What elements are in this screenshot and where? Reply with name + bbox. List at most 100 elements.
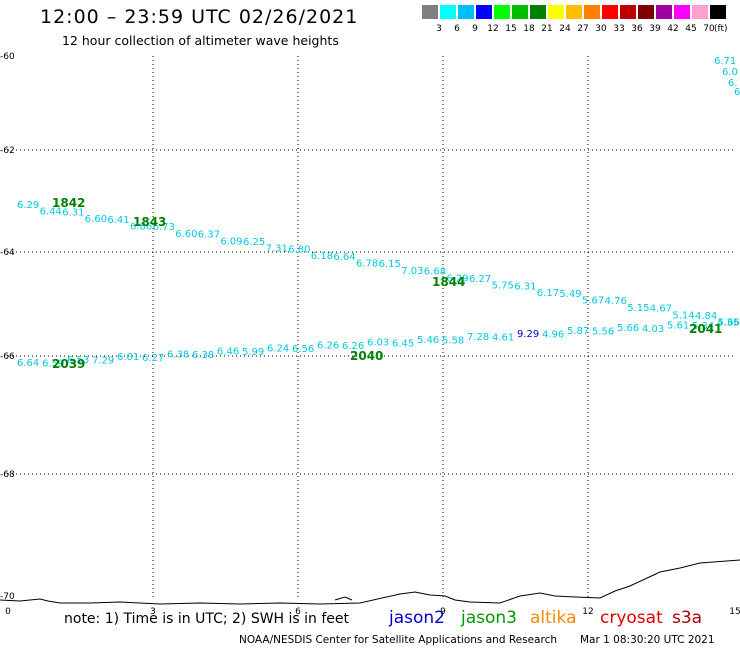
- legend-swatch: [494, 5, 510, 19]
- legend-label: 24: [559, 24, 571, 34]
- wave-height-label: 6.25: [243, 237, 265, 248]
- wave-height-label: 6.44: [40, 207, 62, 218]
- satellite-name-altika: altika: [530, 608, 577, 628]
- wave-height-label: 6.59: [42, 359, 64, 370]
- wave-height-label: 4.67: [650, 304, 672, 315]
- wave-height-label: 6.24: [267, 344, 289, 355]
- wave-height-label: 6.0: [722, 67, 738, 78]
- wave-height-label: 6.15: [379, 259, 401, 270]
- wave-height-label: 6.46: [217, 346, 239, 357]
- y-tick-label: -66: [0, 352, 15, 362]
- legend-swatch: [710, 5, 726, 19]
- wave-height-label: 6.53: [67, 355, 89, 366]
- x-tick-label: 12: [582, 607, 593, 617]
- wave-height-label: 6.37: [198, 230, 220, 241]
- legend-label: 12: [487, 24, 499, 34]
- wave-height-label: 5.75: [492, 281, 514, 292]
- track-rev-label: 1842: [52, 196, 85, 210]
- x-tick-label: 9: [440, 607, 446, 617]
- wave-height-label: 5.49: [559, 289, 581, 300]
- legend-label: 21: [541, 24, 553, 34]
- wave-height-label: 6.73: [153, 222, 175, 233]
- y-tick-label: -62: [0, 146, 15, 156]
- legend-swatch: [674, 5, 690, 19]
- wave-height-label: 4.03: [642, 324, 664, 335]
- legend-swatch: [692, 5, 708, 19]
- wave-height-label: 4.76: [605, 296, 627, 307]
- wave-height-label: 7.31: [266, 244, 288, 255]
- wave-height-label: 6.27: [142, 353, 164, 364]
- wave-height-label: 5.46: [417, 335, 439, 346]
- wave-height-label: 6.64: [333, 252, 355, 263]
- y-tick-label: -60: [0, 52, 15, 62]
- legend-label: 15: [505, 24, 517, 34]
- track-rev-label: 2040: [350, 349, 383, 363]
- legend-swatch: [440, 5, 456, 19]
- credit-timestamp: Mar 1 08:30:20 UTC 2021: [580, 634, 715, 646]
- wave-height-label: 5.61: [667, 320, 689, 331]
- wave-height-label: 5.99: [242, 347, 264, 358]
- wave-height-label: 6.78: [356, 259, 378, 270]
- wave-height-label: 4.96: [542, 330, 564, 341]
- wave-height-label: 7.28: [467, 332, 489, 343]
- satellite-name-jason3: jason3: [461, 608, 517, 628]
- legend-label: 30: [595, 24, 607, 34]
- wave-height-label: 6.29: [446, 273, 468, 284]
- wave-height-label: 6.64: [17, 358, 39, 369]
- track-rev-label: 1844: [432, 275, 465, 289]
- legend-swatch: [584, 5, 600, 19]
- satellite-name-jason2: jason2: [389, 608, 445, 628]
- legend-swatch: [530, 5, 546, 19]
- track-rev-label: 2041: [689, 322, 722, 336]
- legend-swatch: [476, 5, 492, 19]
- wave-height-label: 6.80: [288, 244, 310, 255]
- wave-height-label: 5.15: [627, 303, 649, 314]
- x-tick-label: 0: [5, 607, 11, 617]
- wave-height-label: 6.86: [130, 222, 152, 233]
- track-labels: 6.296.44 6.316.60 6.416.86 6.736.60 6.376.09…: [17, 56, 740, 371]
- wave-height-label: 6.: [734, 87, 740, 98]
- wave-height-label: 4.35: [717, 317, 739, 328]
- legend-label: 42: [667, 24, 679, 34]
- wave-height-label: 6.60: [85, 214, 107, 225]
- legend-swatch: [422, 5, 438, 19]
- wave-height-label: 6.29: [17, 200, 39, 211]
- wave-height-label: 6.31: [514, 281, 536, 292]
- legend-label: 3: [436, 24, 442, 34]
- legend-swatch: [602, 5, 618, 19]
- wave-height-label: 4.61: [492, 332, 514, 343]
- legend-label: 27: [577, 24, 589, 34]
- map-subtitle: 12 hour collection of altimeter wave hei…: [62, 33, 339, 48]
- track-rev-label: 1843: [133, 215, 166, 229]
- coastline-islet: [334, 596, 353, 601]
- wave-height-label: 5.56: [592, 327, 614, 338]
- wave-height-label: 6.56: [292, 344, 314, 355]
- legend-label: 45: [685, 24, 697, 34]
- wave-height-label: 6.03: [367, 338, 389, 349]
- wave-height-label: 6.18: [311, 251, 333, 262]
- legend-swatch: [512, 5, 528, 19]
- legend-label: 6: [454, 24, 460, 34]
- wave-height-label: 6.38: [167, 349, 189, 360]
- y-tick-label: -70: [0, 592, 15, 602]
- wave-height-label: 6.26: [342, 341, 364, 352]
- wave-height-label: 5.67: [582, 296, 604, 307]
- wave-height-label: 5.66: [718, 318, 740, 329]
- y-tick-label: -64: [0, 248, 15, 258]
- wave-height-label: 6.09: [220, 236, 242, 247]
- coastline-south: [0, 559, 740, 605]
- wave-height-label: 5.34: [692, 321, 714, 332]
- wave-height-label: 6.71: [714, 56, 736, 67]
- wave-height-label: 4.84: [695, 311, 717, 322]
- map-title: 12:00 – 23:59 UTC 02/26/2021: [40, 6, 359, 28]
- wave-height-label: 6.41: [107, 215, 129, 226]
- y-tick-label: -68: [0, 470, 15, 480]
- x-tick-label: 3: [150, 607, 156, 617]
- legend-label: 39: [649, 24, 661, 34]
- legend-swatch: [458, 5, 474, 19]
- wave-height-label: 6.68: [424, 267, 446, 278]
- legend-swatch: [548, 5, 564, 19]
- x-tick-label: 15: [729, 607, 740, 617]
